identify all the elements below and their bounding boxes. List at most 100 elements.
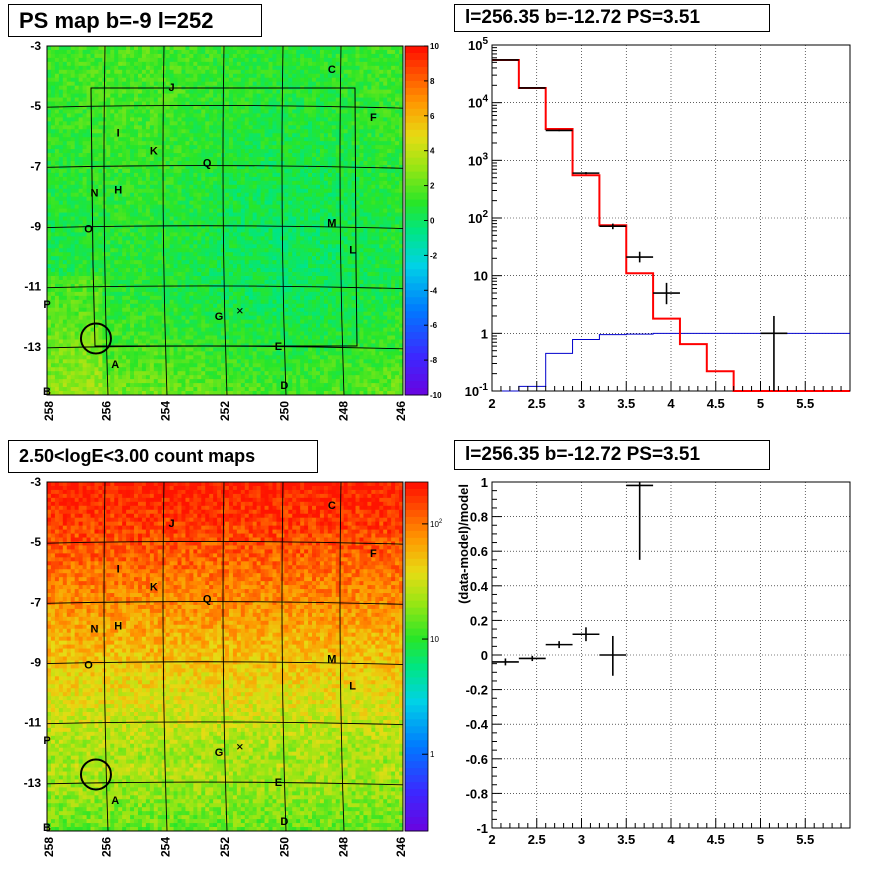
heatmap-cell <box>98 125 103 130</box>
heatmap-cell <box>54 196 60 202</box>
heatmap-cell <box>82 220 87 225</box>
heatmap-cell <box>54 113 60 118</box>
heatmap-cell <box>149 77 155 83</box>
heatmap-cell <box>82 137 87 142</box>
heatmap-cell <box>86 46 91 51</box>
heatmap-cell <box>54 180 60 186</box>
heatmap-cell <box>82 81 87 87</box>
heatmap-cell <box>371 57 376 63</box>
heatmap-cell <box>130 77 135 83</box>
heatmap-cell <box>193 153 198 158</box>
heatmap-cell <box>343 113 349 118</box>
heatmap-cell <box>319 69 325 75</box>
heatmap-cell <box>355 137 360 142</box>
heatmap-cell <box>197 105 202 110</box>
heatmap-cell <box>363 101 368 106</box>
heatmap-cell <box>47 252 52 257</box>
heatmap-cell <box>315 252 321 257</box>
heatmap-cell <box>272 57 277 63</box>
heatmap-cell <box>399 137 404 142</box>
heatmap-cell <box>201 77 206 83</box>
heatmap-cell <box>66 260 72 265</box>
heatmap-cell <box>308 125 313 130</box>
heatmap-cell <box>122 129 127 134</box>
heatmap-cell <box>363 89 368 94</box>
heatmap-cell <box>383 125 388 130</box>
heatmap-cell <box>276 228 281 233</box>
heatmap-cell <box>359 153 364 158</box>
heatmap-cell <box>165 172 171 178</box>
heatmap-cell <box>292 260 297 265</box>
heatmap-cell <box>74 49 80 55</box>
heatmap-cell <box>256 53 261 59</box>
heatmap-cell <box>74 161 80 166</box>
heatmap-cell <box>62 180 68 186</box>
heatmap-cell <box>173 117 178 122</box>
heatmap-cell <box>161 153 167 158</box>
heatmap-cell <box>252 212 258 217</box>
heatmap-cell <box>181 93 186 98</box>
heatmap-cell <box>114 212 119 217</box>
heatmap-cell <box>90 121 95 126</box>
heatmap-cell <box>276 196 281 202</box>
heatmap-cell <box>351 200 356 206</box>
heatmap-cell <box>244 208 250 213</box>
heatmap-cell <box>276 61 281 67</box>
heatmap-cell <box>106 252 111 257</box>
heatmap-cell <box>173 145 178 150</box>
heatmap-cell <box>304 164 309 170</box>
heatmap-cell <box>268 73 273 79</box>
heatmap-cell <box>268 97 273 102</box>
heatmap-cell <box>359 77 364 83</box>
heatmap-cell <box>145 260 151 265</box>
heatmap-cell <box>323 260 329 265</box>
heatmap-cell <box>371 85 376 91</box>
heatmap-cell <box>217 192 222 198</box>
heatmap-cell <box>78 176 83 182</box>
heatmap-cell <box>379 172 384 178</box>
heatmap-cell <box>153 153 159 158</box>
heatmap-cell <box>312 73 317 79</box>
heatmap-cell <box>173 216 178 221</box>
heatmap-cell <box>296 208 301 213</box>
heatmap-cell <box>86 244 91 249</box>
heatmap-cell <box>232 46 238 51</box>
heatmap-cell <box>110 137 115 142</box>
heatmap-cell <box>288 168 293 174</box>
heatmap-cell <box>391 228 396 233</box>
heatmap-cell <box>62 57 68 63</box>
heatmap-cell <box>94 168 99 174</box>
heatmap-cell <box>276 49 281 55</box>
heatmap-cell <box>260 137 265 142</box>
heatmap-cell <box>217 220 222 225</box>
heatmap-cell <box>213 220 218 225</box>
heatmap-cell <box>189 117 194 122</box>
heatmap-cell <box>367 61 372 67</box>
heatmap-cell <box>197 145 202 150</box>
heatmap-cell <box>177 192 182 198</box>
heatmap-cell <box>209 157 214 162</box>
heatmap-cell <box>236 125 242 130</box>
heatmap-cell <box>268 81 273 87</box>
heatmap-cell <box>391 184 396 190</box>
heatmap-cell <box>94 220 99 225</box>
heatmap-cell <box>94 73 99 79</box>
heatmap-cell <box>177 46 182 51</box>
heatmap-cell <box>134 97 139 102</box>
heatmap-cell <box>118 180 123 186</box>
heatmap-cell <box>383 57 388 63</box>
heatmap-cell <box>228 196 234 202</box>
heatmap-cell <box>193 256 198 261</box>
heatmap-cell <box>272 188 277 194</box>
heatmap-cell <box>252 220 258 225</box>
heatmap-cell <box>391 204 396 210</box>
heatmap-cell <box>98 168 103 174</box>
heatmap-cell <box>268 204 273 210</box>
heatmap-cell <box>47 73 52 79</box>
heatmap-cell <box>256 57 261 63</box>
heatmap-cell <box>323 49 329 55</box>
heatmap-cell <box>225 164 230 170</box>
heatmap-cell <box>130 149 135 154</box>
heatmap-cell <box>58 117 64 122</box>
heatmap-cell <box>193 101 198 106</box>
